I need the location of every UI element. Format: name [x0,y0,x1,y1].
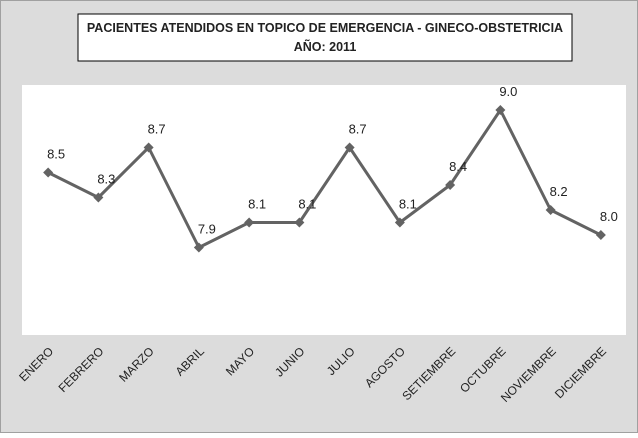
data-label: 8.0 [600,209,618,224]
chart-title: PACIENTES ATENDIDOS EN TOPICO DE EMERGEN… [87,21,563,35]
data-label: 9.0 [499,84,517,99]
marker [344,142,355,153]
data-label: 8.5 [47,147,65,162]
data-label: 8.1 [248,197,266,212]
marker [143,142,154,153]
chart-subtitle: AÑO: 2011 [294,39,357,54]
marker [193,242,204,253]
marker [495,105,506,115]
plot-area [22,85,626,335]
marker [394,217,405,228]
data-label: 8.3 [97,172,115,187]
marker [93,192,104,203]
data-label: 8.1 [399,197,417,212]
line [47,108,602,249]
data-label: 8.7 [349,122,367,137]
title-box [77,13,573,62]
marker [244,217,255,228]
data-label: 8.1 [298,197,316,212]
marker [595,230,606,240]
marker [294,217,305,228]
data-label: 8.7 [148,122,166,137]
marker [43,167,54,178]
marker [445,180,456,190]
data-label: 7.9 [198,222,216,237]
data-label: 8.2 [550,184,568,199]
data-label: 8.4 [449,159,467,174]
marker [545,205,556,215]
